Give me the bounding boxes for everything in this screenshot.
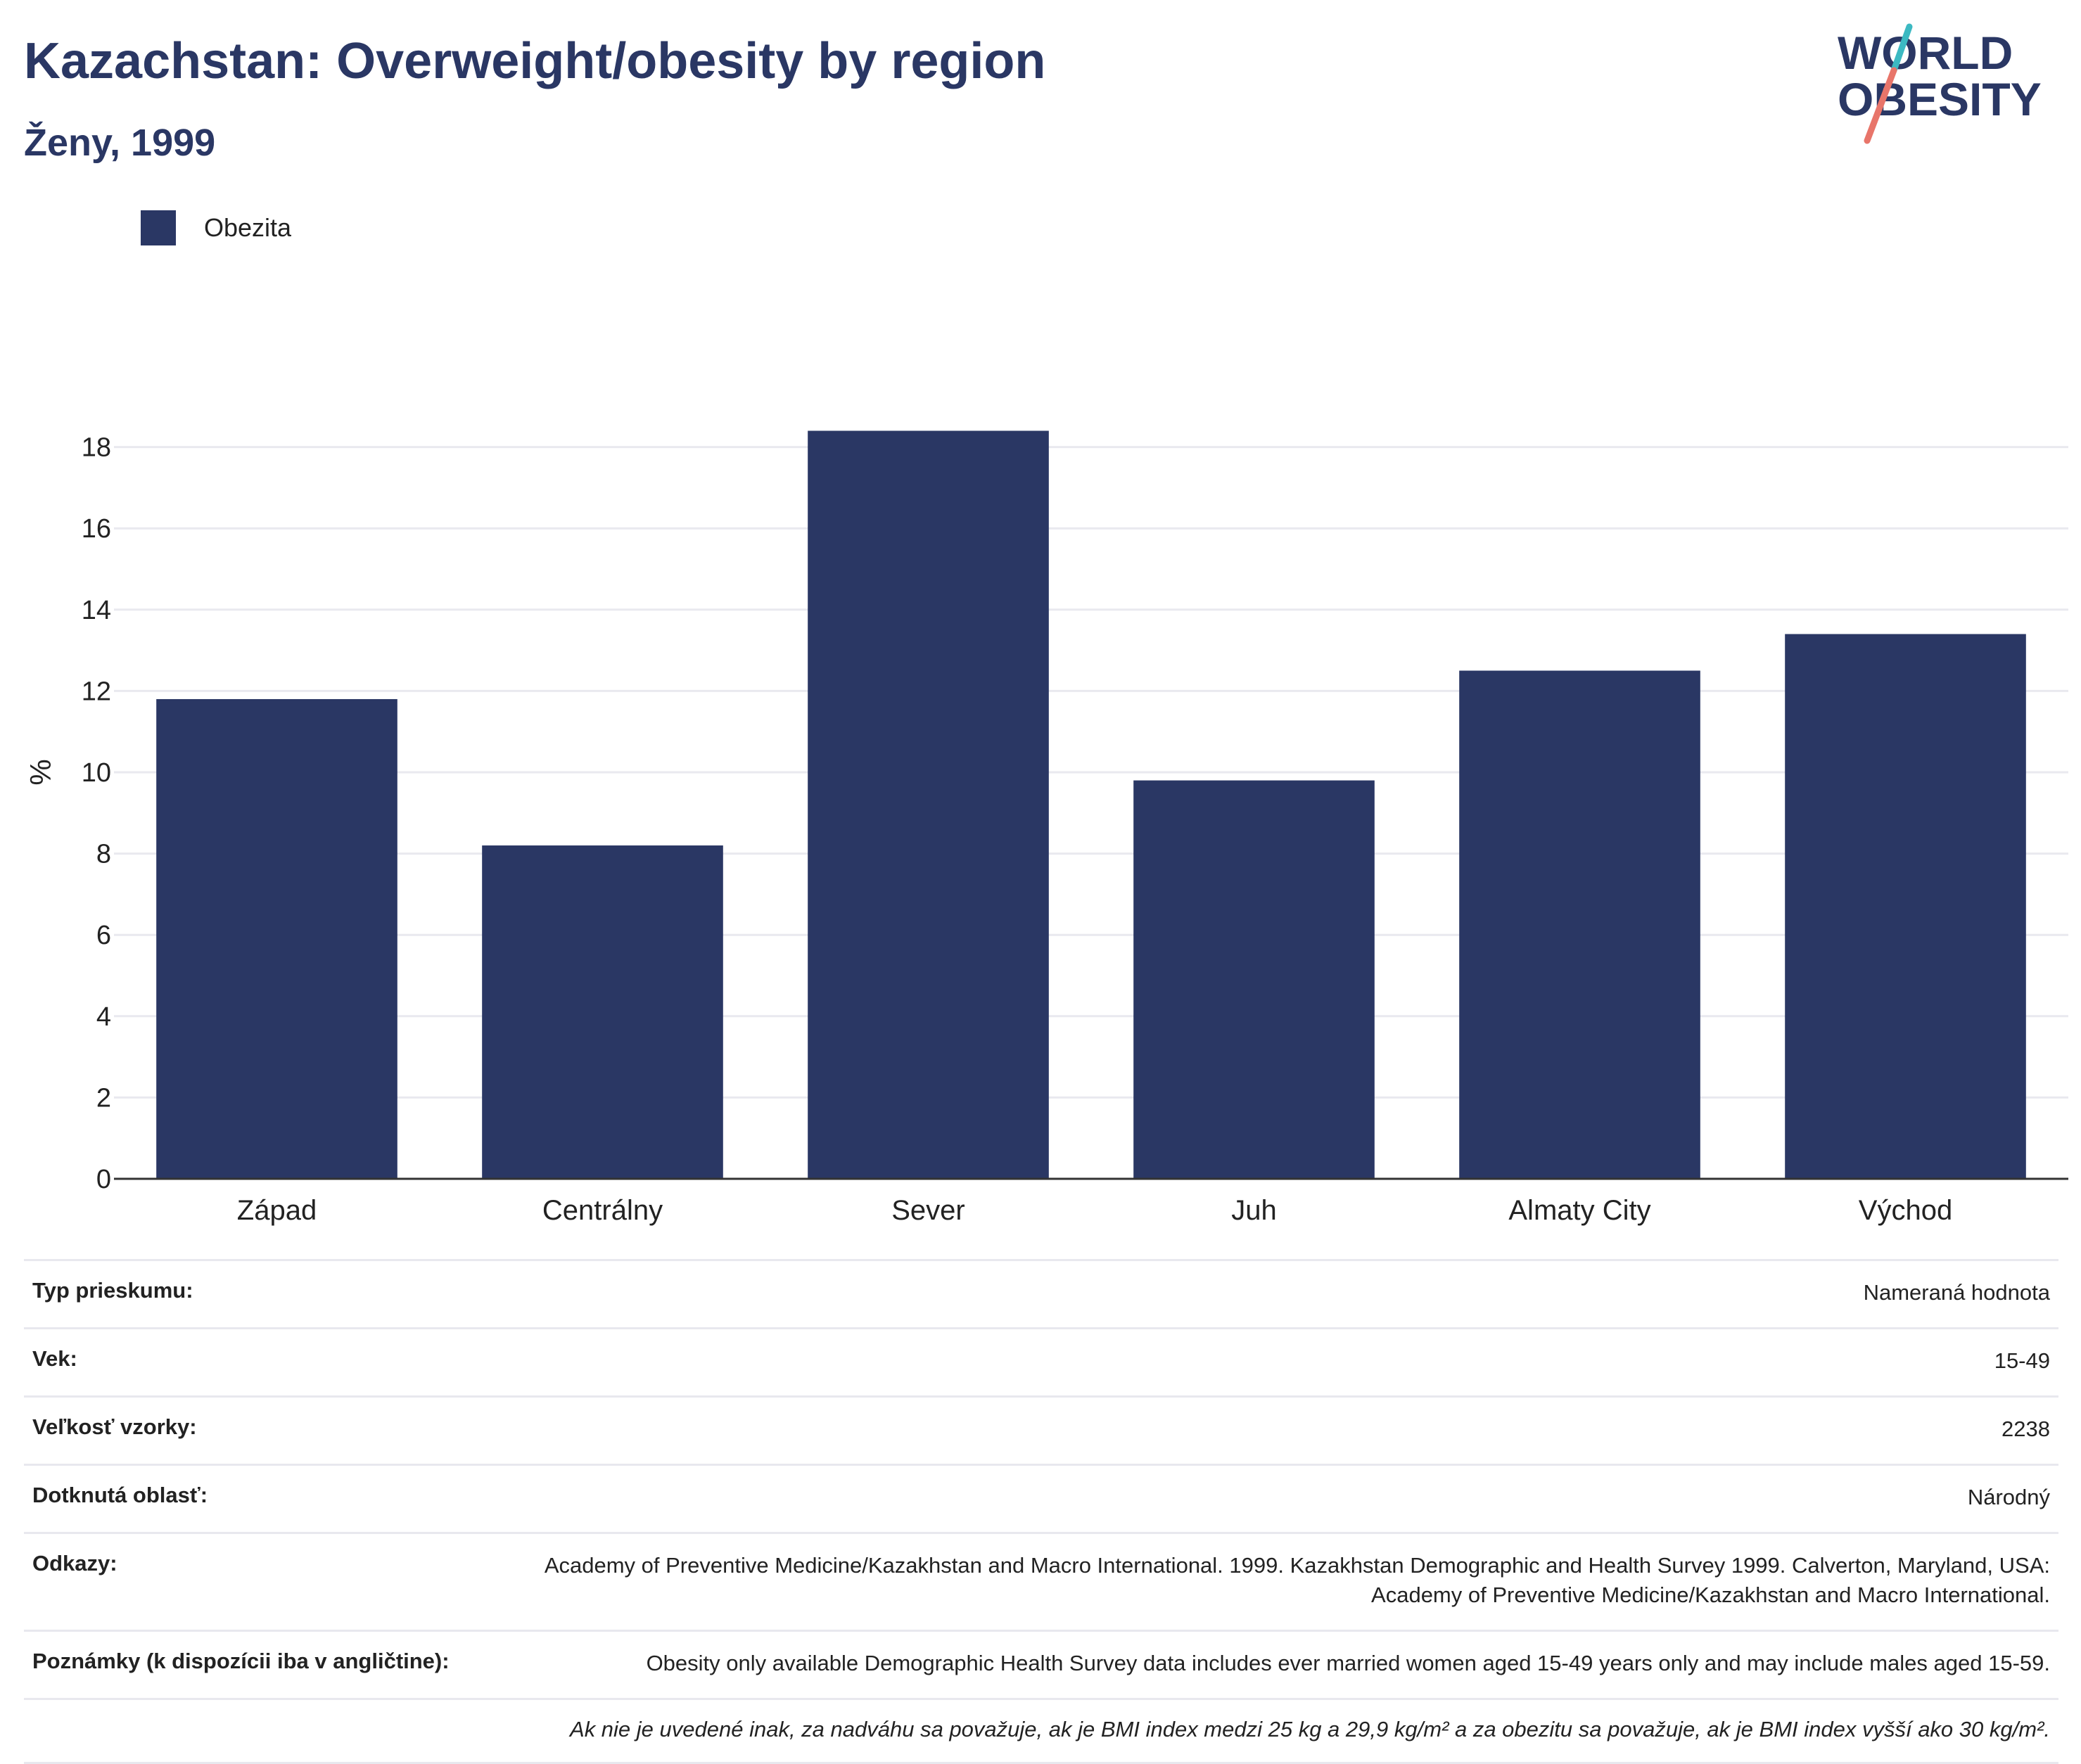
- y-tick-label: 18: [82, 433, 111, 463]
- logo-slash-coral: [1864, 67, 1897, 144]
- x-tick-label: Centrálny: [542, 1195, 663, 1226]
- bmi-footnote: Ak nie je uvedené inak, za nadváhu sa po…: [24, 1698, 2058, 1764]
- info-row-survey-type: Typ prieskumu: Nameraná hodnota: [24, 1259, 2058, 1327]
- y-tick-label: 10: [82, 758, 111, 788]
- bar-východ[interactable]: [1785, 634, 2026, 1179]
- y-tick-label: 0: [96, 1165, 111, 1194]
- y-tick-label: 6: [96, 921, 111, 950]
- info-label: Dotknutá oblasť:: [32, 1483, 208, 1507]
- survey-info-table: Typ prieskumu: Nameraná hodnota Vek: 15-…: [24, 1259, 2058, 1764]
- chart-subtitle: Ženy, 1999: [24, 122, 216, 164]
- info-label: Odkazy:: [32, 1551, 117, 1576]
- logo-text-obesity: OBESITY: [1838, 73, 2042, 125]
- chart-title: Kazachstan: Overweight/obesity by region: [24, 33, 1046, 89]
- info-row-references: Odkazy: Academy of Preventive Medicine/K…: [24, 1532, 2058, 1630]
- grid-lines: [114, 446, 2068, 1099]
- bar-sever[interactable]: [808, 430, 1049, 1179]
- bar-chart: 0 2 4 6 8 10 12 14 16 18 Západ Centrálny Sever Juh Al…: [24, 430, 2068, 1226]
- info-row-notes: Poznámky (k dispozícii iba v angličtine)…: [24, 1630, 2058, 1698]
- y-tick-label: 12: [82, 677, 111, 706]
- x-tick-label: Západ: [237, 1195, 317, 1226]
- y-tick-label: 2: [96, 1083, 111, 1113]
- info-row-sample-size: Veľkosť vzorky: 2238: [24, 1395, 2058, 1464]
- bar-centrálny[interactable]: [482, 845, 723, 1179]
- legend-label-obezita[interactable]: Obezita: [204, 213, 292, 242]
- logo-text-world: WORLD: [1838, 27, 2013, 79]
- bar-almaty-city[interactable]: [1459, 670, 1700, 1180]
- info-label: Vek:: [32, 1346, 77, 1371]
- info-row-area: Dotknutá oblasť: Národný: [24, 1464, 2058, 1532]
- info-value: Obesity only available Demographic Healt…: [646, 1651, 2050, 1675]
- bar-juh[interactable]: [1133, 780, 1375, 1179]
- info-row-age: Vek: 15-49: [24, 1327, 2058, 1395]
- world-obesity-logo: WORLD OBESITY: [1838, 23, 2042, 144]
- y-axis-label: %: [24, 759, 57, 785]
- info-label: Poznámky (k dispozícii iba v angličtine)…: [32, 1649, 450, 1673]
- x-tick-label: Východ: [1859, 1195, 1952, 1226]
- legend: Obezita: [141, 210, 291, 246]
- y-tick-label: 16: [82, 514, 111, 544]
- logo-slash-teal: [1890, 23, 1913, 74]
- bars: [156, 430, 2026, 1179]
- y-tick-label: 8: [96, 840, 111, 869]
- legend-swatch-obezita[interactable]: [141, 210, 176, 245]
- x-tick-labels: Západ Centrálny Sever Juh Almaty City Východ: [237, 1195, 1952, 1226]
- info-label: Typ prieskumu:: [32, 1278, 193, 1303]
- info-value: Národný: [1967, 1485, 2050, 1509]
- info-value: Academy of Preventive Medicine/Kazakhsta…: [544, 1553, 2050, 1607]
- x-tick-label: Sever: [891, 1195, 965, 1226]
- bar-západ[interactable]: [156, 698, 397, 1179]
- x-tick-label: Almaty City: [1508, 1195, 1650, 1226]
- y-tick-labels: 0 2 4 6 8 10 12 14 16 18: [82, 433, 111, 1194]
- info-label: Veľkosť vzorky:: [32, 1414, 197, 1439]
- info-value: 2238: [2002, 1417, 2050, 1441]
- info-value: 15-49: [1994, 1348, 2050, 1373]
- y-tick-label: 4: [96, 1002, 111, 1032]
- x-tick-label: Juh: [1231, 1195, 1277, 1226]
- y-tick-label: 14: [82, 596, 111, 625]
- info-value: Nameraná hodnota: [1863, 1280, 2050, 1305]
